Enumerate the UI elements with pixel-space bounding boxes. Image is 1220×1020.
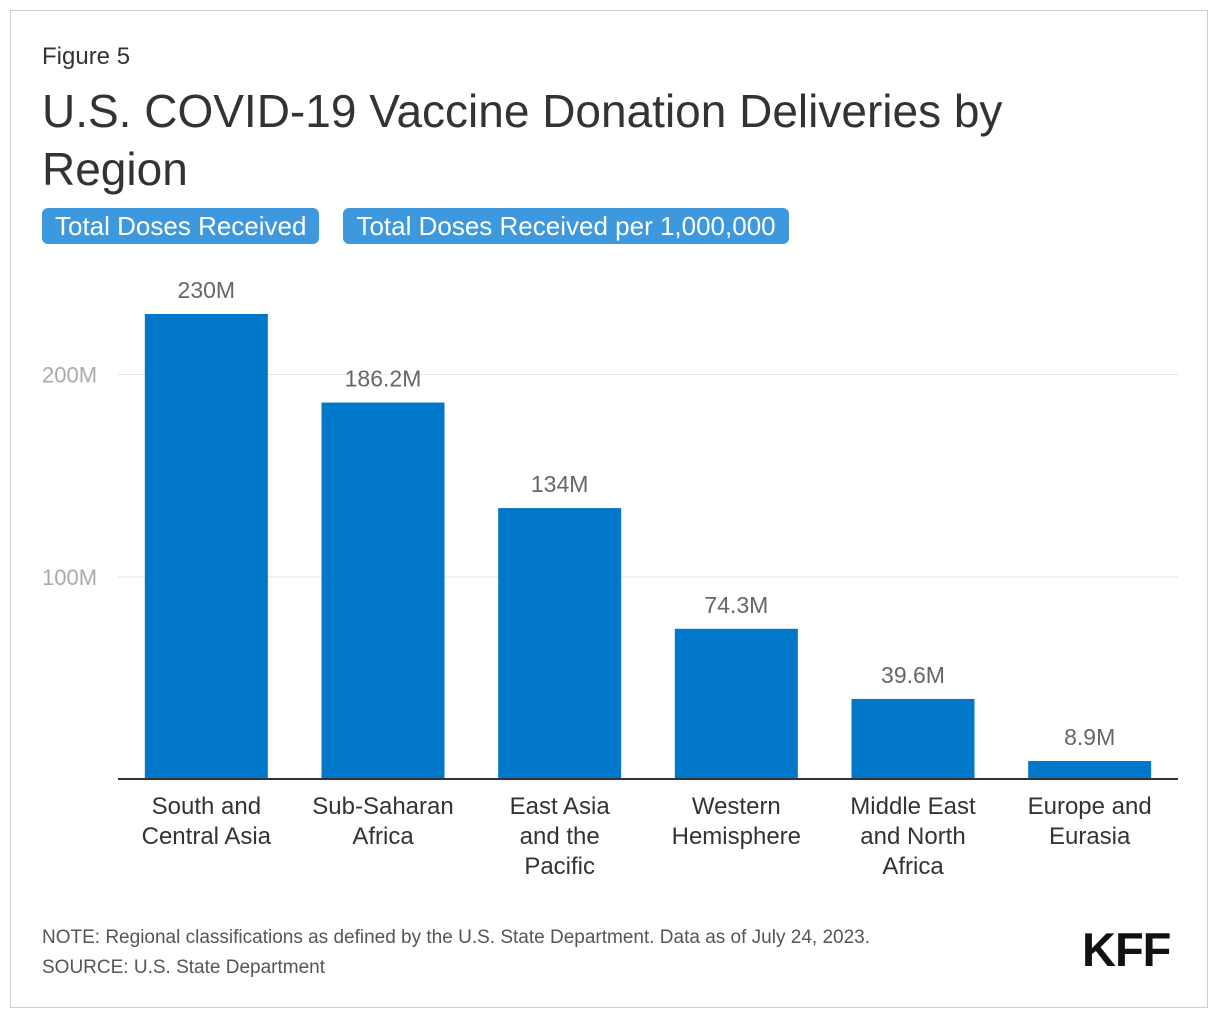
chart-title: U.S. COVID-19 Vaccine Donation Deliverie…	[42, 85, 1003, 195]
x-tick-label: Europe and Eurasia	[1028, 793, 1152, 850]
x-tick-label: South and Central Asia	[142, 793, 272, 850]
data-label: 186.2M	[345, 366, 422, 392]
source-text: SOURCE: U.S. State Department	[42, 957, 325, 978]
data-label: 8.9M	[1064, 724, 1115, 750]
bar	[851, 698, 975, 779]
tab-doses-per-million[interactable]: Total Doses Received per 1,000,000	[343, 208, 789, 244]
figure-label: Figure 5	[42, 43, 131, 70]
y-tick-label: 100M	[42, 565, 97, 590]
data-label: 134M	[531, 471, 589, 497]
bar	[674, 628, 798, 779]
x-tick-label: Western Hemisphere	[672, 793, 801, 850]
kff-logo: KFF	[1082, 923, 1171, 976]
x-tick-label: Sub-Saharan Africa	[312, 793, 453, 850]
footnote: NOTE: Regional classifications as define…	[42, 923, 870, 983]
tab-total-doses[interactable]: Total Doses Received	[42, 208, 320, 244]
bar	[498, 508, 622, 779]
bar	[144, 314, 268, 779]
data-label: 39.6M	[881, 662, 945, 688]
note-text: NOTE: Regional classifications as define…	[42, 927, 870, 948]
data-label: 74.3M	[704, 592, 768, 618]
y-tick-label: 200M	[42, 363, 97, 388]
bar	[1028, 761, 1152, 779]
x-tick-label: Middle East and North Africa	[850, 793, 976, 880]
x-tick-label: East Asia and the Pacific	[510, 793, 611, 880]
data-label: 230M	[178, 277, 236, 303]
bar	[321, 402, 445, 779]
metric-tabs: Total Doses Received Total Doses Receive…	[42, 208, 789, 244]
